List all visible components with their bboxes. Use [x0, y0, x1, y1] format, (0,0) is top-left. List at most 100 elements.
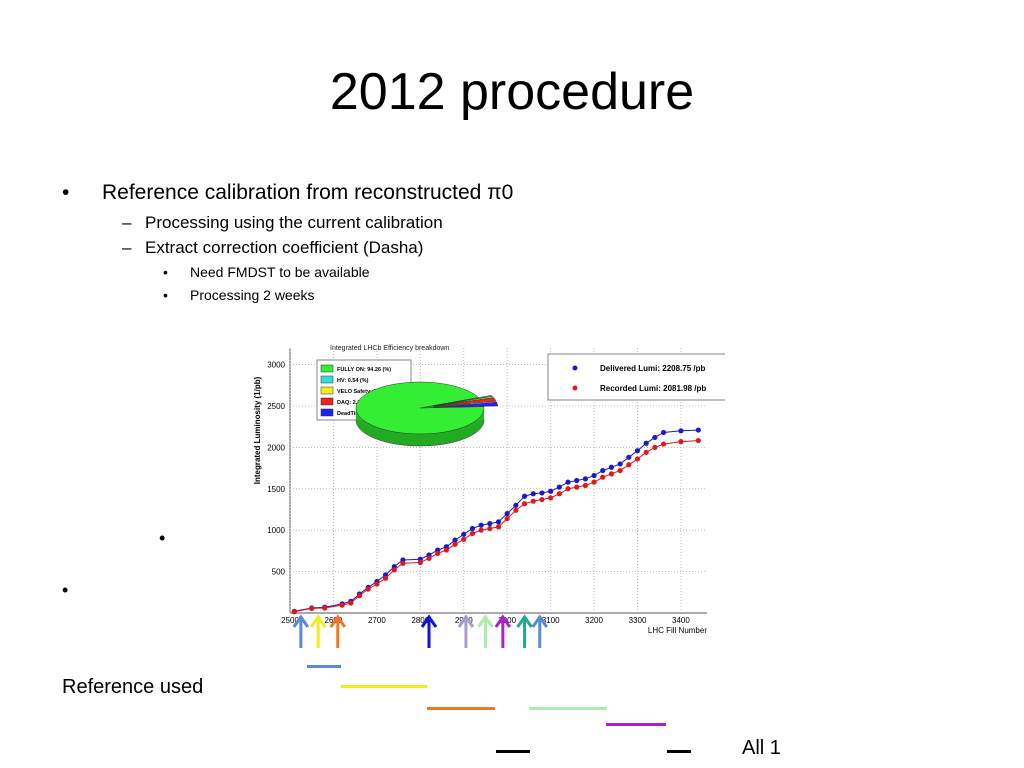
slide-title: 2012 procedure [329, 63, 695, 121]
pie-legend-swatch [320, 408, 334, 417]
data-point [608, 471, 615, 477]
y-tick-label: 2000 [267, 443, 285, 452]
bullet-text: Processing using the current calibration [145, 213, 443, 232]
data-point [391, 567, 397, 573]
bullet-level3: • Need FMDST to be available [163, 264, 370, 280]
data-point [291, 609, 297, 615]
reference-arrow-icon [516, 614, 533, 648]
data-point [617, 461, 623, 467]
x-tick-label: 3200 [585, 616, 603, 625]
data-point [652, 434, 658, 441]
data-point [574, 484, 580, 490]
empty-bullet-icon: • [159, 528, 166, 548]
reference-arrow-icon [420, 614, 438, 648]
pie-legend-label: DAQ: 2.15 (%) [337, 400, 374, 406]
bullet-text: Need FMDST to be available [190, 264, 370, 280]
data-point [643, 440, 649, 446]
data-point [634, 448, 641, 454]
data-point [530, 491, 536, 497]
reference-bar [667, 750, 691, 753]
data-point [435, 550, 441, 556]
data-point [574, 477, 580, 484]
x-tick-label: 2500 [281, 616, 299, 625]
data-point [504, 511, 510, 517]
data-point [513, 502, 519, 508]
pie-slice [433, 396, 495, 407]
data-point [539, 496, 545, 503]
y-tick-label: 2500 [267, 402, 285, 411]
pie-legend-label: VELO Safety: 0.76 (%) [337, 389, 394, 395]
data-point [461, 536, 467, 542]
data-point [382, 575, 389, 581]
y-tick-label: 500 [272, 568, 286, 577]
data-point [660, 429, 667, 436]
data-point [548, 488, 554, 494]
data-point [443, 547, 449, 553]
lumi-legend-label: Delivered Lumi: 2208.75 /pb [600, 364, 705, 373]
bullet-dot-icon: • [62, 181, 70, 204]
data-point [348, 600, 354, 606]
lumi-legend-marker [572, 385, 578, 391]
reference-arrow-icon [292, 614, 310, 648]
pie-legend-swatch [320, 375, 334, 384]
reference-bar [606, 723, 666, 726]
data-point [452, 541, 458, 547]
pie-slice [433, 397, 497, 407]
data-point [608, 464, 615, 470]
reference-used-label: Reference used [62, 676, 204, 698]
data-point [495, 519, 502, 525]
x-tick-label: 2800 [411, 616, 429, 625]
y-tick-label: 1500 [267, 485, 285, 494]
data-point [452, 537, 458, 543]
bullet-level2: – Extract correction coefficient (Dasha) [122, 238, 423, 258]
reference-arrow-icon [477, 614, 494, 648]
pie-slice [433, 401, 499, 408]
y-axis-label: Integrated Luminosity (1/pb) [253, 376, 262, 484]
bullet-text: Extract correction coefficient (Dasha) [145, 238, 424, 257]
data-point [660, 441, 667, 447]
data-point [565, 486, 571, 492]
data-point [469, 525, 476, 532]
data-point [469, 530, 476, 537]
pie-legend-label: FULLY ON: 94.26 (%) [337, 367, 391, 373]
pie-legend-swatch [320, 397, 334, 406]
x-tick-label: 2700 [368, 616, 386, 625]
pie-slice [355, 381, 485, 435]
data-point [539, 490, 545, 496]
data-point [461, 531, 467, 537]
data-point [487, 520, 493, 527]
data-point [322, 605, 328, 611]
data-point [600, 467, 606, 474]
dash-icon: – [122, 213, 132, 232]
bullet-dot-icon: • [163, 287, 168, 303]
data-point [339, 602, 345, 608]
data-point [521, 493, 528, 499]
bullet-level3: • Processing 2 weeks [163, 287, 315, 303]
data-point [695, 437, 701, 444]
data-point [582, 482, 588, 489]
data-point [478, 522, 484, 528]
data-point [626, 454, 632, 460]
luminosity-chart-svg: Integrated LHCb Efficiency breakdown 2500… [253, 345, 757, 635]
data-point [591, 479, 597, 485]
data-point [478, 527, 484, 533]
data-point [634, 456, 641, 462]
pie-legend-label: HV: 0.54 (%) [337, 378, 369, 384]
data-point [356, 593, 363, 599]
data-point [591, 472, 597, 479]
reference-arrow-icon [494, 614, 512, 648]
data-point [309, 605, 315, 612]
data-point [400, 560, 406, 566]
bullet-dot-icon: • [163, 264, 168, 280]
data-point [487, 525, 493, 532]
lumi-legend-marker [572, 365, 578, 371]
reference-bar [496, 750, 530, 753]
reference-bar [529, 707, 607, 710]
empty-bullet-icon: • [62, 580, 69, 600]
data-point [374, 581, 380, 587]
data-point [556, 484, 562, 490]
data-point [556, 491, 562, 497]
data-point [652, 444, 658, 450]
chart-title: Integrated LHCb Efficiency breakdown [330, 345, 449, 352]
data-point [548, 495, 554, 501]
